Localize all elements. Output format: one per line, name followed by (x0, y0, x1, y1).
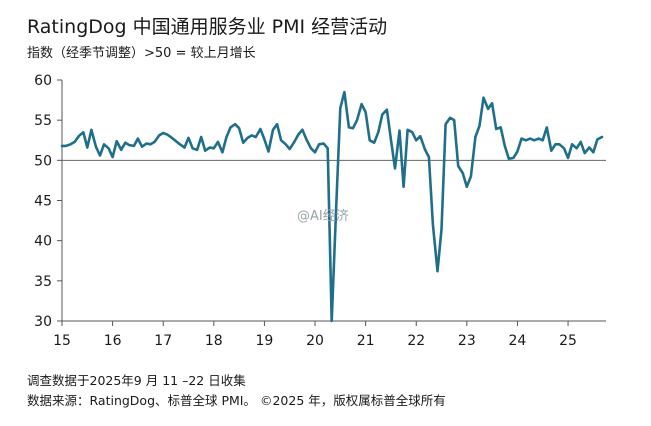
chart-subtitle: 指数（经季节调整）>50 = 较上月增长 (27, 46, 256, 61)
chart-title: RatingDog 中国通用服务业 PMI 经营活动 (27, 16, 388, 38)
y-tick-label: 35 (34, 274, 52, 290)
x-tick-label: 22 (407, 333, 425, 349)
watermark: @AI经济 (297, 209, 349, 224)
data-source-note: 数据来源：RatingDog、标普全球 PMI。 ©2025 年，版权属标普全球… (27, 393, 446, 408)
x-tick-label: 16 (104, 333, 122, 349)
y-tick-label: 30 (34, 314, 52, 330)
x-tick-label: 23 (458, 333, 476, 349)
x-tick-label: 19 (256, 333, 274, 349)
x-tick-label: 24 (509, 333, 527, 349)
x-tick-label: 20 (306, 333, 324, 349)
survey-date-note: 调查数据于2025年9 月 11 –22 日收集 (27, 373, 246, 388)
x-tick-label: 25 (559, 333, 577, 349)
y-tick-label: 40 (34, 234, 52, 250)
x-tick-label: 18 (205, 333, 223, 349)
pmi-series-line (60, 90, 604, 323)
y-tick-label: 45 (34, 194, 52, 210)
x-tick-label: 15 (53, 333, 71, 349)
y-tick-label: 60 (34, 73, 52, 89)
x-tick-label: 17 (154, 333, 172, 349)
y-tick-label: 50 (34, 153, 52, 169)
y-tick-label: 55 (34, 113, 52, 129)
x-tick-label: 21 (357, 333, 375, 349)
